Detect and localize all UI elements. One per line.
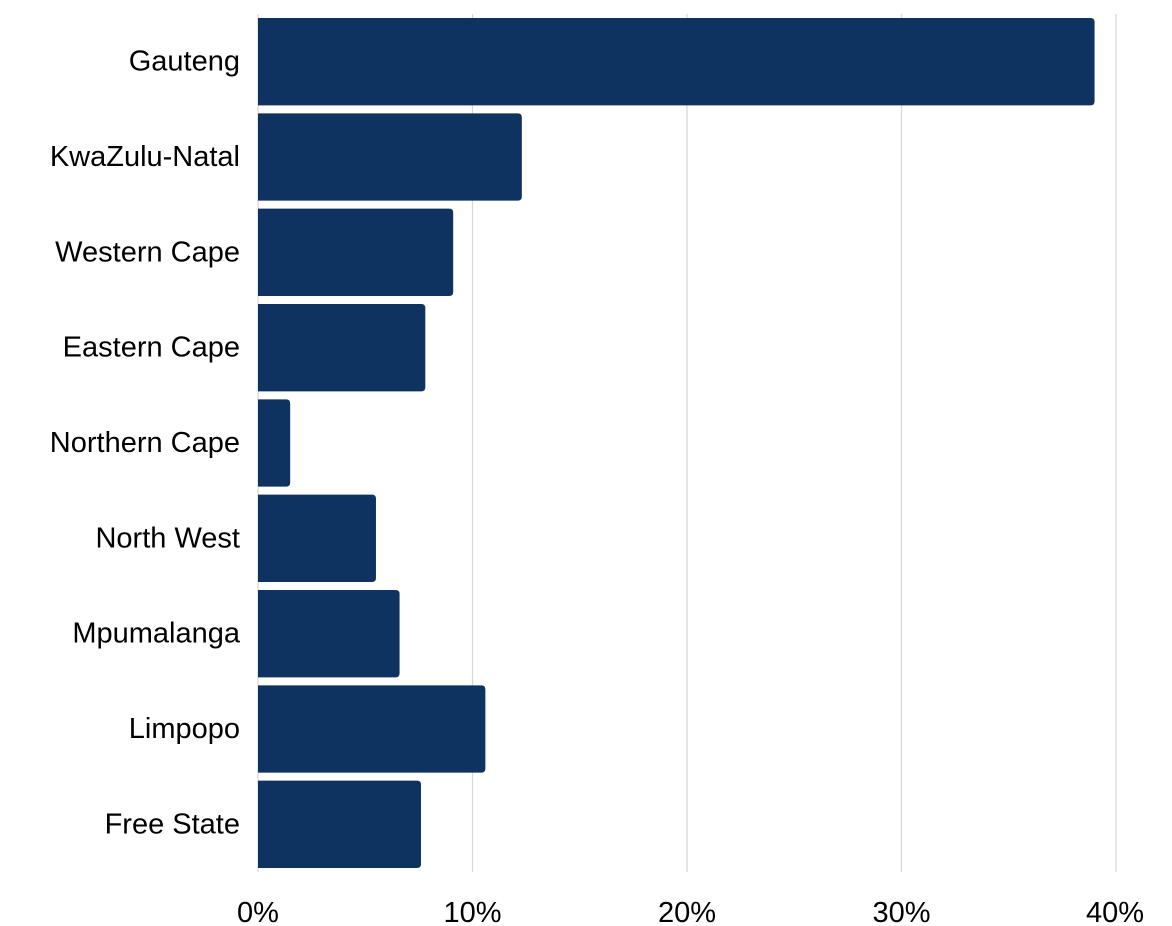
bar-mpumalanga [258,590,400,678]
category-label: Mpumalanga [72,618,241,650]
bar-north-west [258,494,376,582]
category-label: Gauteng [129,46,240,78]
category-label: KwaZulu-Natal [50,141,240,173]
x-tick-label: 10% [443,897,501,926]
x-tick-label: 20% [658,897,716,926]
bar-kwazulu-natal [258,113,522,201]
category-label: Northern Cape [50,427,240,459]
bars [258,18,1095,868]
category-label: Eastern Cape [63,332,240,364]
bar-northern-cape [258,399,291,487]
x-tick-label: 0% [237,897,279,926]
bar-eastern-cape [258,304,426,392]
bar-free-state [258,780,422,868]
category-label: North West [95,522,240,554]
bar-gauteng [258,18,1095,106]
category-labels: Gauteng KwaZulu-Natal Western Cape Eastern … [50,46,241,841]
bar-western-cape [258,208,454,296]
category-label: Western Cape [55,236,240,268]
x-axis-ticks: 0% 10% 20% 30% 40% [237,897,1144,926]
category-label: Free State [105,808,240,840]
x-tick-label: 40% [1086,897,1144,926]
bar-limpopo [258,685,486,773]
category-label: Limpopo [129,713,240,745]
x-tick-label: 30% [872,897,930,926]
